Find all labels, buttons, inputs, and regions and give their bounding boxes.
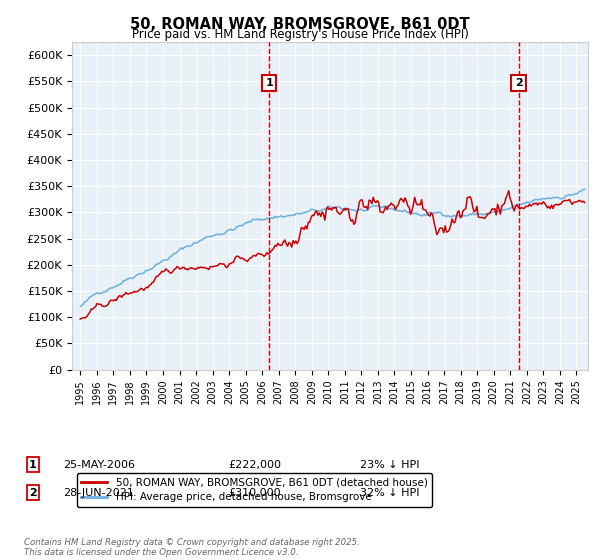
Text: 25-MAY-2006: 25-MAY-2006 [63, 460, 135, 470]
Text: £310,000: £310,000 [228, 488, 281, 498]
Text: 50, ROMAN WAY, BROMSGROVE, B61 0DT: 50, ROMAN WAY, BROMSGROVE, B61 0DT [130, 17, 470, 32]
Text: £222,000: £222,000 [228, 460, 281, 470]
Text: 1: 1 [265, 78, 273, 88]
Text: 1: 1 [29, 460, 37, 470]
Text: 2: 2 [29, 488, 37, 498]
Text: Price paid vs. HM Land Registry's House Price Index (HPI): Price paid vs. HM Land Registry's House … [131, 28, 469, 41]
Text: 23% ↓ HPI: 23% ↓ HPI [360, 460, 419, 470]
Text: 28-JUN-2021: 28-JUN-2021 [63, 488, 134, 498]
Text: 32% ↓ HPI: 32% ↓ HPI [360, 488, 419, 498]
Legend: 50, ROMAN WAY, BROMSGROVE, B61 0DT (detached house), HPI: Average price, detache: 50, ROMAN WAY, BROMSGROVE, B61 0DT (deta… [77, 473, 432, 507]
Text: Contains HM Land Registry data © Crown copyright and database right 2025.
This d: Contains HM Land Registry data © Crown c… [24, 538, 360, 557]
Text: 2: 2 [515, 78, 523, 88]
